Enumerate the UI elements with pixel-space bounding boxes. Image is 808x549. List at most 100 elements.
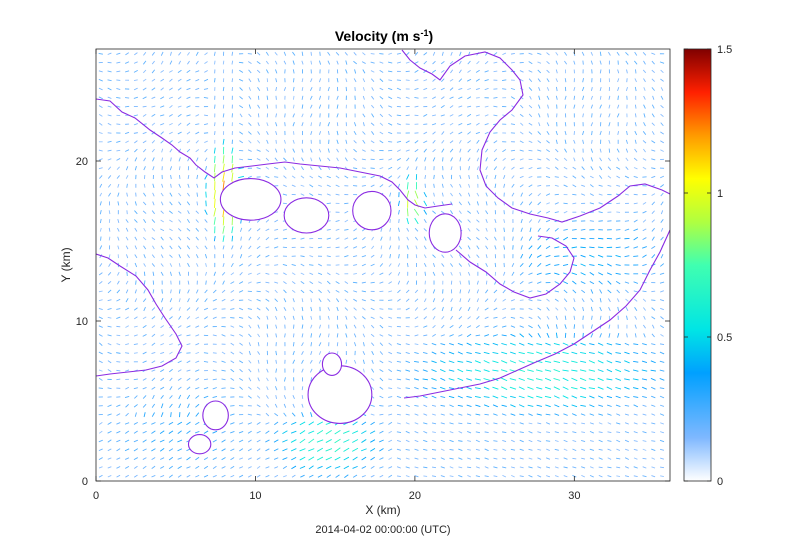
velocity-arrow (195, 369, 200, 372)
velocity-arrow (564, 78, 567, 83)
velocity-arrow (642, 290, 647, 293)
velocity-arrow (388, 166, 393, 170)
velocity-arrow (371, 131, 375, 135)
velocity-arrow (107, 166, 112, 170)
velocity-arrow (651, 69, 655, 74)
velocity-arrow (450, 210, 454, 215)
velocity-arrow (660, 316, 664, 320)
velocity-arrow (432, 413, 436, 416)
velocity-arrow (133, 457, 138, 461)
velocity-arrow (501, 79, 507, 82)
velocity-arrow (257, 131, 261, 135)
velocity-arrow (590, 104, 593, 109)
velocity-arrow (195, 412, 200, 417)
velocity-arrow (581, 193, 586, 196)
velocity-arrow (134, 140, 138, 144)
velocity-arrow (511, 113, 515, 117)
velocity-arrow (336, 157, 339, 162)
velocity-arrow (518, 342, 525, 346)
velocity-arrow (598, 272, 604, 276)
velocity-arrow (518, 386, 525, 390)
velocity-arrow (309, 272, 314, 275)
velocity-arrow (485, 148, 489, 153)
velocity-arrow (493, 61, 498, 64)
velocity-arrow (450, 271, 453, 276)
velocity-arrow (247, 281, 252, 284)
velocity-arrow (475, 97, 480, 99)
velocity-arrow (635, 69, 637, 74)
velocity-arrow (528, 448, 533, 451)
velocity-arrow (546, 149, 550, 153)
velocity-arrow (527, 342, 534, 346)
velocity-arrow (361, 456, 367, 461)
velocity-arrow (344, 157, 348, 162)
velocity-arrow (230, 272, 235, 276)
velocity-arrow (310, 122, 313, 127)
velocity-arrow (238, 325, 244, 328)
velocity-arrow (195, 87, 200, 91)
velocity-arrow (432, 157, 436, 162)
velocity-arrow (650, 369, 656, 372)
velocity-arrow (327, 51, 331, 56)
velocity-arrow (423, 200, 428, 207)
velocity-arrow (537, 131, 542, 135)
velocity-arrow (537, 210, 542, 214)
velocity-arrow (151, 342, 156, 346)
velocity-arrow (133, 316, 138, 320)
velocity-arrow (126, 183, 128, 188)
velocity-arrow (431, 475, 437, 478)
velocity-arrow (361, 263, 366, 267)
velocity-arrow (379, 466, 384, 469)
velocity-arrow (651, 307, 656, 311)
velocity-arrow (608, 113, 611, 118)
velocity-arrow (186, 218, 190, 224)
velocity-arrow (143, 227, 146, 232)
velocity-arrow (379, 140, 384, 144)
velocity-arrow (325, 429, 332, 435)
velocity-arrow (458, 114, 463, 117)
velocity-arrow (239, 227, 243, 232)
velocity-arrow (301, 359, 304, 364)
velocity-arrow (222, 122, 225, 127)
velocity-arrow (572, 193, 577, 196)
velocity-arrow (273, 439, 279, 443)
velocity-arrow (563, 475, 568, 478)
velocity-arrow (379, 184, 384, 188)
velocity-arrow (107, 105, 112, 108)
velocity-arrow (633, 228, 639, 232)
colorbar-tick-label: 0.5 (717, 332, 732, 344)
velocity-arrow (397, 334, 401, 337)
velocity-arrow (597, 246, 604, 249)
velocity-arrow (142, 360, 147, 364)
velocity-arrow (537, 245, 542, 250)
velocity-arrow (581, 104, 585, 109)
velocity-arrow (143, 166, 146, 171)
velocity-arrow (300, 237, 305, 240)
velocity-arrow (212, 316, 217, 319)
velocity-arrow (370, 149, 375, 152)
velocity-arrow (633, 457, 638, 460)
velocity-arrow (519, 262, 524, 268)
velocity-arrow (537, 307, 542, 311)
velocity-arrow (660, 431, 665, 434)
velocity-arrow (273, 448, 279, 452)
velocity-arrow (205, 263, 207, 267)
velocity-arrow (397, 422, 401, 425)
velocity-arrow (405, 413, 410, 416)
velocity-arrow (335, 298, 340, 303)
velocity-arrow (134, 219, 138, 223)
velocity-arrow (571, 228, 577, 231)
velocity-arrow (151, 105, 156, 108)
velocity-arrow (230, 448, 235, 452)
velocity-arrow (379, 96, 384, 100)
velocity-arrow (466, 333, 472, 338)
velocity-arrow (432, 201, 436, 206)
velocity-arrow (204, 114, 209, 117)
velocity-arrow (301, 315, 304, 320)
velocity-arrow (116, 361, 121, 363)
velocity-arrow (546, 448, 550, 451)
velocity-arrow (589, 440, 594, 442)
velocity-arrow (292, 315, 295, 320)
velocity-arrow (590, 51, 594, 56)
